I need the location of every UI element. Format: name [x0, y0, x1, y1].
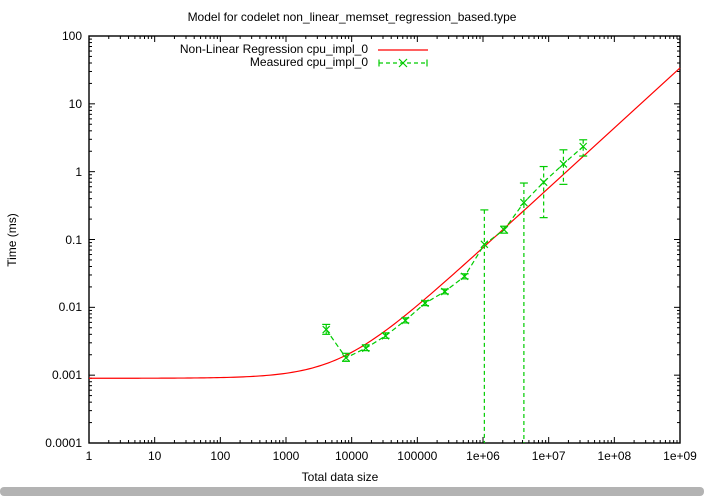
plot-frame [88, 35, 681, 444]
x-marker [480, 240, 489, 249]
x-tick-label: 1e+09 [663, 449, 697, 463]
x-tick-label: 10000 [334, 449, 369, 463]
legend-sample-solid-red-line [378, 48, 428, 51]
x-marker [361, 344, 370, 353]
error-bar [519, 182, 528, 443]
x-tick-label: 100 [210, 449, 231, 463]
x-tick-label: 1e+07 [531, 449, 566, 463]
chart-title: Model for codelet non_linear_memset_regr… [187, 10, 517, 24]
legend-label-measured: Measured cpu_impl_0 [249, 55, 368, 69]
x-tick-label: 1e+06 [466, 449, 500, 463]
x-marker [539, 178, 548, 187]
legend-sample-green-errorbar-x [378, 58, 428, 67]
x-marker [460, 272, 469, 281]
x-axis-label: Total data size [301, 470, 379, 484]
x-tick-label: 1000 [272, 449, 300, 463]
error-bar [559, 149, 568, 185]
error-bar [480, 209, 489, 443]
x-tick-label: 1e+08 [597, 449, 632, 463]
x-tick-label: 100000 [397, 449, 438, 463]
y-tick-label: 0.0001 [45, 436, 82, 450]
legend-label-regression: Non-Linear Regression cpu_impl_0 [179, 42, 368, 56]
x-marker [579, 142, 588, 151]
legend-entry-measured: Measured cpu_impl_0 [148, 56, 430, 69]
x-marker [500, 225, 509, 234]
y-tick-label: 0.1 [65, 232, 82, 247]
y-tick-label: 1 [75, 164, 82, 179]
x-marker [401, 316, 410, 325]
y-tick-label: 100 [61, 29, 82, 43]
x-marker [381, 331, 390, 340]
y-tick-label: 0.01 [58, 300, 82, 315]
x-tick-label: 1 [85, 449, 93, 463]
x-marker [342, 353, 350, 362]
regression-curve [89, 67, 681, 379]
error-bar [322, 323, 331, 335]
x-marker [440, 287, 449, 296]
x-tick-label: 10 [147, 449, 162, 463]
axis-ticks [88, 35, 681, 444]
x-marker [519, 198, 528, 207]
error-bar [579, 139, 588, 157]
measured-polyline [325, 146, 584, 359]
error-bar [539, 165, 548, 219]
y-tick-label: 0.001 [51, 368, 82, 383]
legend-entry-regression: Non-Linear Regression cpu_impl_0 [148, 43, 430, 56]
x-marker [421, 299, 429, 308]
x-marker [322, 325, 331, 334]
y-tick-label: 10 [68, 96, 82, 111]
horizontal-scrollbar[interactable] [0, 487, 704, 496]
measured-series [322, 139, 588, 443]
x-marker [559, 160, 568, 168]
